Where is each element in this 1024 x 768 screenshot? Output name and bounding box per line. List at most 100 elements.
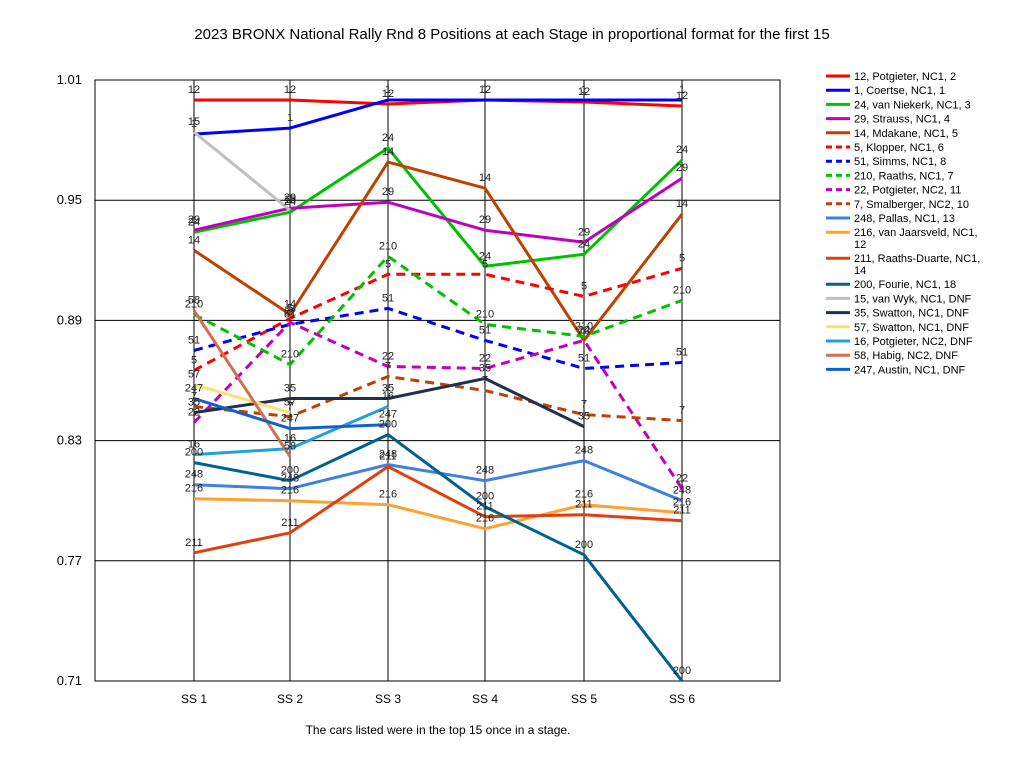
- data-point-label: 57: [284, 397, 296, 409]
- data-point-label: 12: [479, 84, 491, 96]
- legend-label: 57, Swatton, NC1, DNF: [854, 322, 969, 334]
- data-point-label: 14: [188, 234, 200, 246]
- data-point-label: 7: [385, 361, 391, 373]
- legend-label: 29, Strauss, NC1, 4: [854, 114, 950, 126]
- data-point-label: 51: [284, 308, 296, 320]
- data-point-label: 35: [188, 397, 200, 409]
- y-axis: 1.01 0.95 0.89 0.83 0.77 0.71: [57, 72, 82, 688]
- series-line: [193, 405, 389, 457]
- data-point-label: 200: [379, 419, 397, 431]
- data-point-label: 24: [676, 144, 688, 156]
- data-point-label: 24: [382, 132, 394, 144]
- data-point-label: 29: [676, 162, 688, 174]
- data-point-label: 210: [281, 349, 299, 361]
- x-tick-label: SS 3: [375, 692, 401, 706]
- data-point-label: 211: [673, 505, 691, 517]
- data-point-label: 200: [185, 447, 203, 459]
- data-point-label: 58: [284, 441, 296, 453]
- data-point-label: 248: [185, 469, 203, 481]
- series-line: [193, 266, 683, 372]
- data-point-label: 216: [476, 513, 494, 525]
- legend-label: 210, Raaths, NC1, 7: [854, 170, 954, 182]
- data-point-label: 12: [382, 88, 394, 100]
- plot-area: [94, 79, 781, 682]
- series-line: [193, 459, 683, 503]
- data-point-label: 58: [188, 294, 200, 306]
- x-tick-label: SS 5: [571, 692, 597, 706]
- data-point-label: 14: [479, 172, 491, 184]
- series-line: [194, 98, 683, 108]
- data-point-label: 1: [287, 112, 293, 124]
- data-point-label: 5: [191, 355, 197, 367]
- data-point-label: 14: [284, 298, 296, 310]
- legend-label: 24, van Niekerk, NC1, 3: [854, 99, 971, 111]
- series-line: [193, 130, 291, 212]
- data-point-label: 211: [476, 501, 494, 513]
- data-point-label: 24: [188, 216, 200, 228]
- data-point-label: 5: [287, 302, 293, 314]
- data-point-label: 248: [379, 449, 397, 461]
- series-line: [193, 465, 683, 555]
- data-point-label: 7: [191, 391, 197, 403]
- data-point-label: 22: [578, 324, 590, 336]
- series-line: [193, 397, 389, 431]
- legend-label: 12, Potgieter, NC1, 2: [854, 71, 956, 83]
- data-point-label: 35: [578, 411, 590, 423]
- data-point-label: 1: [679, 84, 685, 96]
- legend-label: 15, van Wyk, NC1, DNF: [854, 293, 972, 305]
- data-point-label: 16: [284, 433, 296, 445]
- data-point-label: 22: [188, 407, 200, 419]
- data-point-label: 29: [284, 192, 296, 204]
- data-point-label: 1: [581, 84, 587, 96]
- y-tick-label: 0.83: [57, 433, 82, 448]
- data-point-label: 29: [382, 186, 394, 198]
- data-point-label: 22: [382, 351, 394, 363]
- legend-label: 247, Austin, NC1, DNF: [854, 364, 966, 376]
- data-point-label: 22: [676, 473, 688, 485]
- data-point-label: 247: [379, 409, 397, 421]
- series-line: [193, 254, 683, 366]
- legend-label: 200, Fourie, NC1, 18: [854, 279, 956, 291]
- data-point-label: 1: [385, 84, 391, 96]
- data-point-label: 248: [575, 445, 593, 457]
- legend-label: 216, van Jaarsveld, NC1, 12: [854, 227, 978, 251]
- data-point-label: 210: [476, 308, 494, 320]
- series-line: [193, 176, 683, 244]
- data-point-label: 200: [281, 465, 299, 477]
- x-tick-label: SS 4: [472, 692, 498, 706]
- x-axis: SS 1 SS 2 SS 3 SS 4 SS 5 SS 6: [181, 692, 695, 706]
- data-point-label: 248: [281, 473, 299, 485]
- data-point-label: 51: [479, 324, 491, 336]
- x-tick-label: SS 2: [277, 692, 303, 706]
- data-point-label: 248: [476, 465, 494, 477]
- data-point-label: 57: [188, 369, 200, 381]
- legend-label: 248, Pallas, NC1, 13: [854, 213, 955, 225]
- data-point-label: 51: [578, 353, 590, 365]
- y-tick-label: 1.01: [57, 72, 82, 87]
- series-line: [193, 160, 684, 342]
- data-point-label: 200: [476, 491, 494, 503]
- series-line: [193, 306, 683, 370]
- data-point-label: 12: [284, 84, 296, 96]
- legend-label: 14, Mdakane, NC1, 5: [854, 128, 958, 140]
- data-point-label: 211: [575, 499, 593, 511]
- data-point-label: 12: [676, 90, 688, 102]
- data-point-label: 22: [479, 353, 491, 365]
- data-point-label: 35: [284, 383, 296, 395]
- data-point-label: 248: [673, 485, 691, 497]
- data-point-label: 211: [379, 451, 397, 463]
- legend-label: 22, Potgieter, NC2, 11: [854, 185, 961, 197]
- data-point-label: 216: [185, 483, 203, 495]
- y-tick-label: 0.89: [57, 312, 82, 327]
- data-point-label: 14: [578, 324, 590, 336]
- chart-footnote: The cars listed were in the top 15 once …: [306, 723, 571, 737]
- series-line: [193, 375, 683, 423]
- data-point-label: 1: [482, 84, 488, 96]
- data-point-label: 16: [382, 391, 394, 403]
- series-line: [193, 383, 291, 415]
- data-point-label: 5: [679, 252, 685, 264]
- data-point-label: 24: [578, 238, 590, 250]
- data-point-label: 247: [281, 413, 299, 425]
